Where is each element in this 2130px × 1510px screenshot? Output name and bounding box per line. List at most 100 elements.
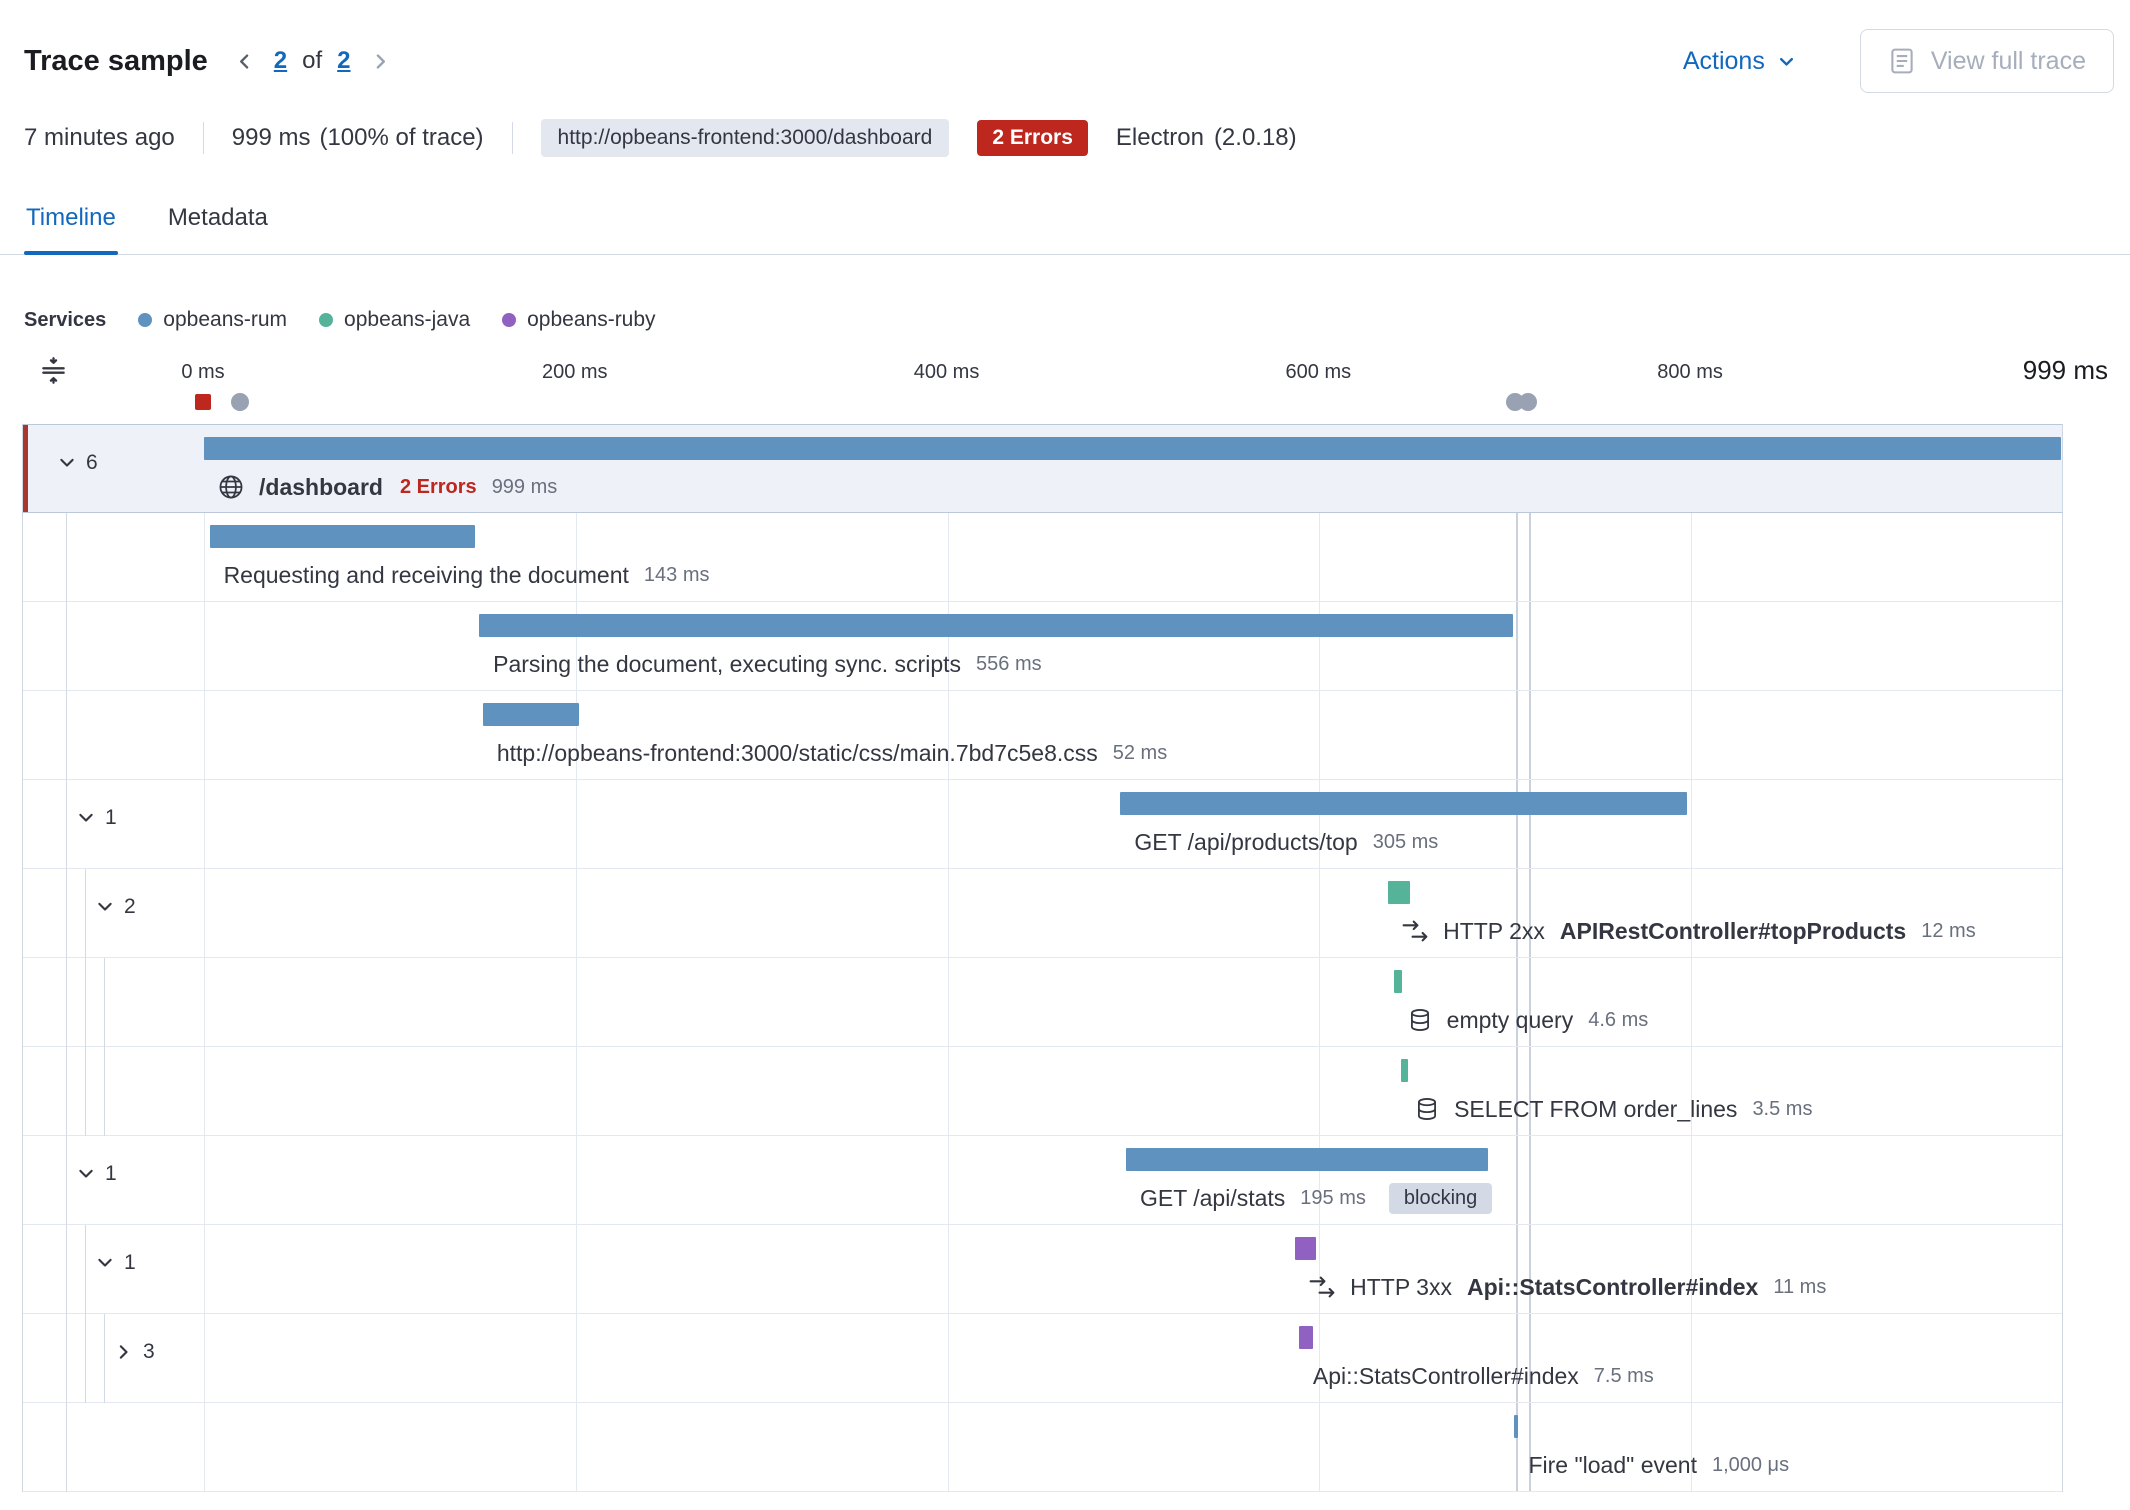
span-type-label: HTTP 2xx <box>1443 917 1545 944</box>
transaction-icon <box>1309 1274 1335 1300</box>
span-label[interactable]: http://opbeans-frontend:3000/static/css/… <box>497 737 1167 769</box>
waterfall-row[interactable]: Parsing the document, executing sync. sc… <box>23 602 2062 691</box>
tree-guide-line <box>66 869 67 958</box>
child-count: 1 <box>124 1251 136 1274</box>
span-bar[interactable] <box>209 525 476 548</box>
actions-menu-button[interactable]: Actions <box>1683 47 1796 76</box>
gridline <box>204 424 205 1492</box>
span-label[interactable]: Fire "load" event 1,000 μs <box>1528 1449 1789 1481</box>
tree-guide-line <box>85 1225 86 1314</box>
legend-items: opbeans-rum opbeans-java opbeans-ruby <box>138 308 656 332</box>
span-bar[interactable] <box>1295 1237 1316 1260</box>
waterfall-row[interactable]: Fire "load" event 1,000 μs <box>23 1403 2062 1492</box>
span-label[interactable]: HTTP 2xx APIRestController#topProducts 12 … <box>1402 915 1976 947</box>
trace-document-icon <box>1891 48 1913 74</box>
pagination-of-label: of <box>302 47 323 74</box>
span-label[interactable]: /dashboard 2 Errors 999 ms <box>218 471 557 503</box>
span-label[interactable]: Parsing the document, executing sync. sc… <box>493 648 1042 680</box>
service-name: opbeans-java <box>344 308 471 331</box>
agent-mark-dot <box>231 393 250 411</box>
waterfall-row[interactable]: 2 HTTP 2xx APIRestController#topProducts 12… <box>23 869 2062 958</box>
span-label[interactable]: HTTP 3xx Api::StatsController#index 11 ms <box>1309 1271 1826 1303</box>
span-bar[interactable] <box>1401 1059 1408 1082</box>
tab-timeline[interactable]: Timeline <box>24 194 118 255</box>
accordion-toggle[interactable]: 3 <box>114 1340 155 1364</box>
span-bar[interactable] <box>479 614 1513 637</box>
waterfall-row[interactable]: empty query 4.6 ms <box>23 958 2062 1047</box>
waterfall-row[interactable]: 1 GET /api/products/top 305 ms <box>23 780 2062 869</box>
waterfall-row[interactable]: Requesting and receiving the document 143… <box>23 513 2062 602</box>
legend-item-opbeans-ruby: opbeans-ruby <box>502 308 656 332</box>
child-count: 1 <box>105 1162 117 1185</box>
span-title: Fire "load" event <box>1528 1451 1697 1478</box>
span-bar[interactable] <box>1120 792 1688 815</box>
accordion-toggle[interactable]: 2 <box>95 895 136 919</box>
span-label[interactable]: Api::StatsController#index 7.5 ms <box>1313 1360 1654 1392</box>
agent-mark-dot <box>1519 393 1538 411</box>
tab-metadata[interactable]: Metadata <box>166 194 270 254</box>
tree-guide-line <box>66 1403 67 1492</box>
span-duration: 7.5 ms <box>1593 1364 1654 1387</box>
accordion-toggle[interactable]: 1 <box>95 1251 136 1275</box>
database-icon <box>1415 1097 1439 1121</box>
span-bar[interactable] <box>1393 970 1403 993</box>
service-color-dot <box>138 313 153 327</box>
total-trace-number[interactable]: 2 <box>328 47 359 75</box>
chevron-right-icon <box>119 1345 128 1359</box>
span-bar[interactable] <box>1298 1326 1313 1349</box>
span-duration: 3.5 ms <box>1752 1097 1813 1120</box>
tree-guide-line <box>66 602 67 691</box>
view-full-trace-button[interactable]: View full trace <box>1859 29 2114 93</box>
span-title: empty query <box>1446 1006 1574 1033</box>
span-bar[interactable] <box>1388 881 1411 904</box>
prev-trace-button[interactable] <box>226 43 263 80</box>
service-name: opbeans-ruby <box>527 308 656 331</box>
agent-name: Electron <box>1115 124 1204 151</box>
span-title: /dashboard <box>259 473 383 500</box>
next-trace-button[interactable] <box>362 43 399 80</box>
waterfall-row[interactable]: http://opbeans-frontend:3000/static/css/… <box>23 691 2062 780</box>
waterfall-row[interactable]: SELECT FROM order_lines 3.5 ms <box>23 1047 2062 1136</box>
tree-guide-line <box>104 1314 105 1403</box>
span-bar[interactable] <box>1125 1148 1489 1171</box>
current-trace-number[interactable]: 2 <box>265 47 296 75</box>
span-bar[interactable] <box>1514 1415 1519 1438</box>
span-bar[interactable] <box>482 703 580 726</box>
errors-count-badge[interactable]: 2 Errors <box>977 120 1088 156</box>
span-label[interactable]: GET /api/stats 195 ms blocking <box>1140 1182 1493 1214</box>
tree-guide-line <box>66 780 67 869</box>
span-label[interactable]: GET /api/products/top 305 ms <box>1134 826 1438 858</box>
span-label[interactable]: Requesting and receiving the document 143… <box>224 559 710 591</box>
transaction-icon <box>1402 918 1428 944</box>
accordion-toggle[interactable]: 6 <box>57 451 98 475</box>
trace-waterfall: 999 ms 0 ms 200 ms 400 ms 600 ms 800 ms 6/da… <box>22 355 2108 1492</box>
chevron-down-icon <box>98 1258 112 1267</box>
span-title: GET /api/products/top <box>1134 828 1358 855</box>
blocking-badge: blocking <box>1388 1182 1493 1214</box>
trace-duration-value: 999 ms <box>231 124 311 151</box>
waterfall-rows: 6/dashboard 2 Errors 999 ms Requesting and … <box>22 424 2063 1492</box>
legend-item-opbeans-java: opbeans-java <box>319 308 470 332</box>
trace-duration: 999 ms (100% of trace) <box>232 124 484 152</box>
gridline <box>575 424 577 1492</box>
trace-url-badge: http://opbeans-frontend:3000/dashboard <box>540 119 950 157</box>
tree-guide-line <box>85 1314 86 1403</box>
span-label[interactable]: SELECT FROM order_lines 3.5 ms <box>1415 1093 1812 1125</box>
service-color-dot <box>319 313 334 327</box>
span-title: Api::StatsController#index <box>1312 1362 1579 1389</box>
span-label[interactable]: empty query 4.6 ms <box>1408 1004 1648 1036</box>
accordion-toggle[interactable]: 1 <box>76 1162 117 1186</box>
waterfall-row[interactable]: 6/dashboard 2 Errors 999 ms <box>23 424 2062 513</box>
trace-duration-percent: (100% of trace) <box>319 124 484 151</box>
chevron-down-icon <box>79 813 93 822</box>
fold-icon[interactable] <box>40 357 67 387</box>
waterfall-row[interactable]: 1 GET /api/stats 195 ms blocking <box>23 1136 2062 1225</box>
accordion-toggle[interactable]: 1 <box>76 806 117 830</box>
span-bar[interactable] <box>204 437 2061 460</box>
span-duration: 52 ms <box>1112 741 1168 764</box>
gridline <box>947 424 949 1492</box>
trace-summary: 7 minutes ago 999 ms (100% of trace) htt… <box>0 116 2130 160</box>
